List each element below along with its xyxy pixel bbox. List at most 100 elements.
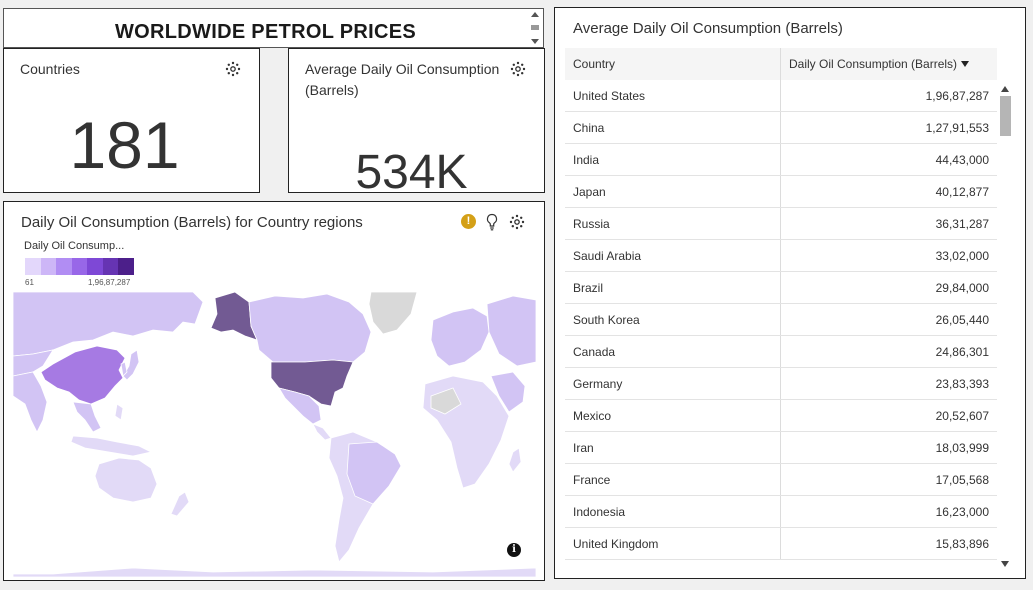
table-row[interactable]: India 44,43,000 [565, 144, 997, 176]
warning-icon[interactable]: ! [461, 214, 476, 229]
legend-max: 1,96,87,287 [88, 278, 131, 287]
scroll-thumb[interactable] [1000, 96, 1011, 136]
table-row[interactable]: Saudi Arabia 33,02,000 [565, 240, 997, 272]
kpi-label: Countries [20, 61, 80, 77]
table-header: Country Daily Oil Consumption (Barrels) [565, 48, 997, 80]
cell-country: Canada [565, 336, 781, 367]
legend-swatches [25, 258, 144, 275]
cell-country: United Kingdom [565, 528, 781, 559]
map-region-southeast-asia[interactable] [72, 401, 102, 433]
cell-country: Japan [565, 176, 781, 207]
map-title: Daily Oil Consumption (Barrels) for Coun… [21, 214, 363, 231]
scroll-up-arrow-icon[interactable] [531, 12, 539, 17]
map-region-europe[interactable] [430, 307, 490, 367]
world-map[interactable] [13, 292, 536, 577]
table-row[interactable]: France 17,05,568 [565, 464, 997, 496]
table-row[interactable]: Japan 40,12,877 [565, 176, 997, 208]
column-header-country[interactable]: Country [565, 48, 781, 80]
table-row[interactable]: Brazil 29,84,000 [565, 272, 997, 304]
cell-consumption: 36,31,287 [935, 217, 989, 231]
table-row[interactable]: United States 1,96,87,287 [565, 80, 997, 112]
map-region-russia-west[interactable] [486, 295, 536, 367]
table-row[interactable]: Russia 36,31,287 [565, 208, 997, 240]
dashboard-title: WORLDWIDE PETROL PRICES [115, 21, 416, 43]
legend-swatch [87, 258, 103, 275]
table-row[interactable]: United Kingdom 15,83,896 [565, 528, 997, 560]
legend-swatch [118, 258, 134, 275]
map-region-mexico[interactable] [278, 387, 322, 425]
cell-consumption: 1,27,91,553 [925, 121, 989, 135]
dashboard-title-panel: WORLDWIDE PETROL PRICES [3, 8, 544, 48]
cell-consumption: 23,83,393 [935, 377, 989, 391]
cell-consumption: 26,05,440 [935, 313, 989, 327]
map-region-korea[interactable] [120, 361, 128, 377]
title-scrollbar[interactable] [530, 12, 540, 44]
cell-country: United States [565, 80, 781, 111]
kpi-card-countries[interactable]: Countries 181 [3, 48, 260, 193]
column-header-label: Country [573, 57, 616, 71]
kpi-card-consumption[interactable]: Average Daily Oil Consumption (Barrels) … [288, 48, 545, 197]
scroll-thumb[interactable] [531, 25, 539, 30]
map-region-china[interactable] [40, 345, 126, 405]
map-region-india[interactable] [13, 371, 48, 433]
legend-swatch [25, 258, 41, 275]
scroll-down-arrow-icon[interactable] [531, 39, 539, 44]
table-row[interactable]: China 1,27,91,553 [565, 112, 997, 144]
table-panel[interactable]: Average Daily Oil Consumption (Barrels) … [554, 7, 1026, 579]
legend-title: Daily Oil Consump... [24, 240, 125, 252]
cell-country: Saudi Arabia [565, 240, 781, 271]
cell-country: Mexico [565, 400, 781, 431]
cell-consumption: 33,02,000 [935, 249, 989, 263]
lightbulb-icon[interactable] [485, 213, 499, 231]
table-row[interactable]: Indonesia 16,23,000 [565, 496, 997, 528]
map-region-sahara-nodata[interactable] [430, 387, 462, 415]
table-row[interactable]: Iran 18,03,999 [565, 432, 997, 464]
cell-country: China [565, 112, 781, 143]
gear-icon[interactable] [509, 214, 525, 230]
map-region-new-zealand[interactable] [170, 491, 190, 517]
table-row[interactable]: South Korea 26,05,440 [565, 304, 997, 336]
sort-descending-icon[interactable] [961, 61, 970, 67]
map-panel[interactable]: Daily Oil Consumption (Barrels) for Coun… [3, 201, 545, 581]
scroll-up-arrow-icon[interactable] [1001, 86, 1009, 92]
map-region-central-asia[interactable] [13, 349, 54, 377]
table-row[interactable]: Germany 23,83,393 [565, 368, 997, 400]
gear-icon[interactable] [510, 61, 526, 77]
cell-consumption: 1,96,87,287 [925, 89, 989, 103]
cell-consumption: 44,43,000 [935, 153, 989, 167]
map-region-brazil[interactable] [346, 441, 402, 505]
cell-consumption: 20,52,607 [935, 409, 989, 423]
column-header-consumption[interactable]: Daily Oil Consumption (Barrels) [781, 48, 997, 80]
cell-consumption: 16,23,000 [935, 505, 989, 519]
map-region-middle-east[interactable] [490, 371, 526, 413]
map-region-greenland[interactable] [368, 292, 418, 335]
gear-icon[interactable] [225, 61, 241, 77]
map-region-alaska[interactable] [210, 292, 258, 341]
map-region-russia[interactable] [13, 292, 204, 357]
table-scrollbar[interactable] [999, 83, 1013, 569]
cell-country: Indonesia [565, 496, 781, 527]
cell-consumption: 40,12,877 [935, 185, 989, 199]
map-region-central-america[interactable] [312, 423, 332, 441]
cell-country: Russia [565, 208, 781, 239]
map-region-africa[interactable] [422, 375, 510, 489]
table-row[interactable]: Mexico 20,52,607 [565, 400, 997, 432]
map-region-philippines[interactable] [114, 403, 124, 421]
map-regions [13, 292, 536, 577]
legend-swatch [102, 258, 118, 275]
map-region-indonesia[interactable] [70, 435, 153, 457]
kpi-label: Average Daily Oil Consumption (Barrels) [305, 61, 500, 98]
kpi-value: 534K [355, 146, 468, 199]
cell-country: Brazil [565, 272, 781, 303]
table-row[interactable]: Canada 24,86,301 [565, 336, 997, 368]
map-region-madagascar[interactable] [508, 447, 522, 473]
cell-consumption: 15,83,896 [935, 537, 989, 551]
map-toolbar: ! [461, 213, 527, 232]
legend-min: 61 [25, 278, 34, 287]
info-icon[interactable]: i [507, 543, 521, 557]
scroll-down-arrow-icon[interactable] [1001, 561, 1009, 567]
map-region-canada[interactable] [248, 293, 372, 363]
map-region-australia[interactable] [94, 457, 158, 503]
cell-consumption: 18,03,999 [935, 441, 989, 455]
map-region-antarctica[interactable] [13, 567, 536, 577]
